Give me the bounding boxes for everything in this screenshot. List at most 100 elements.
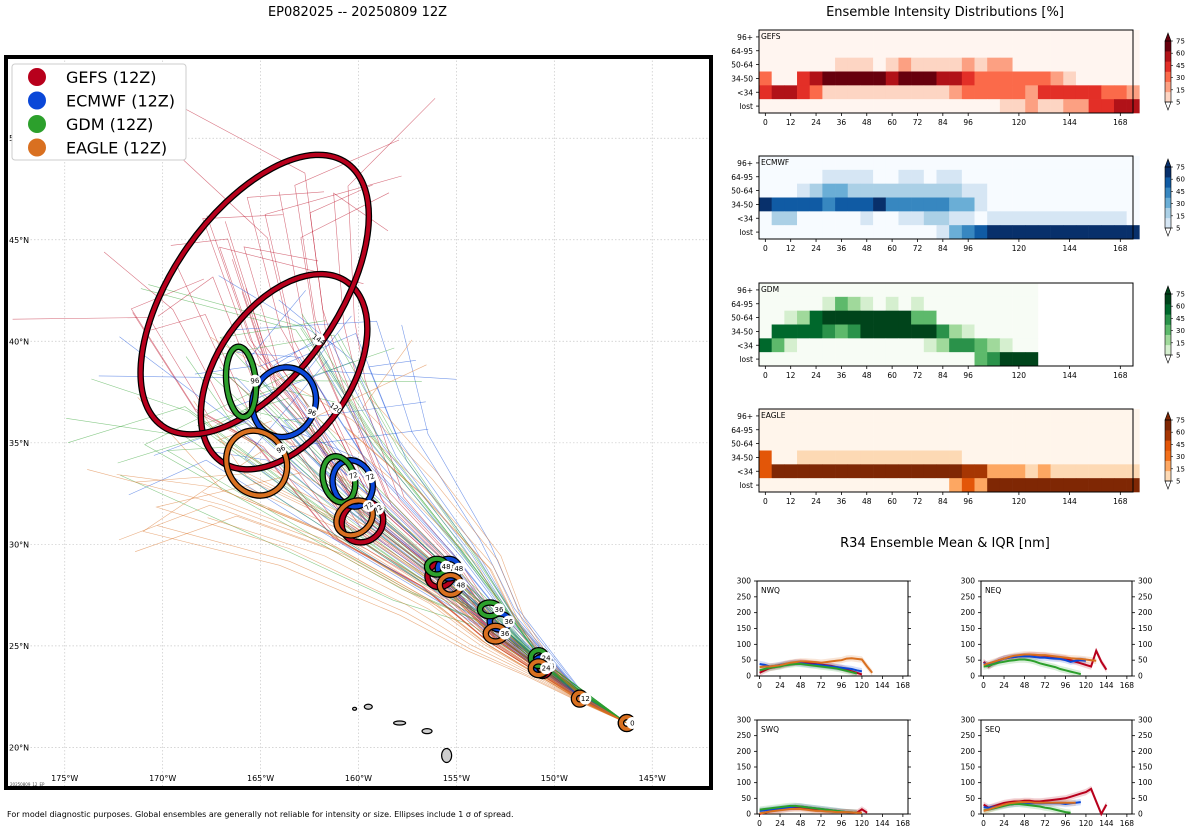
heatmap-cell bbox=[1113, 156, 1127, 171]
ensemble-track-eagle bbox=[207, 517, 627, 724]
map-lat-label: 30°N bbox=[9, 540, 29, 549]
intensity-title: Ensemble Intensity Distributions [%] bbox=[826, 5, 1064, 20]
heatmap-cell bbox=[860, 436, 874, 451]
heatmap-cell bbox=[1012, 296, 1026, 311]
heatmap-cell bbox=[759, 478, 772, 493]
heatmap-cell bbox=[885, 422, 899, 437]
heatmap-cell bbox=[797, 57, 811, 72]
colorbar-tick-label: 5 bbox=[1176, 478, 1180, 486]
heatmap-cell bbox=[1101, 464, 1115, 479]
heatmap-cell bbox=[936, 296, 950, 311]
heatmap-x-label: 12 bbox=[786, 118, 796, 127]
heatmap-cell bbox=[923, 464, 937, 479]
colorbar-tick-label: 75 bbox=[1176, 38, 1185, 46]
uncertainty-ellipse-eagle: 0 bbox=[617, 713, 639, 733]
heatmap-cell bbox=[898, 409, 912, 424]
heatmap-cell bbox=[784, 225, 798, 240]
map-lon-label: 170°W bbox=[149, 774, 176, 783]
heatmap-cell bbox=[822, 43, 836, 58]
heatmap-cell bbox=[822, 338, 836, 353]
heatmap-cell bbox=[999, 296, 1013, 311]
heatmap-cell bbox=[885, 211, 899, 226]
heatmap-cell bbox=[987, 352, 1001, 367]
heatmap-cell bbox=[835, 409, 849, 424]
heatmap-x-label: 72 bbox=[913, 371, 923, 380]
heatmap-cell bbox=[974, 324, 988, 339]
heatmap-cell bbox=[759, 71, 772, 86]
heatmap-cell bbox=[1088, 478, 1102, 493]
heatmap-cell bbox=[1101, 409, 1115, 424]
r34-y-label-left: 200 bbox=[737, 608, 752, 617]
heatmap-cell bbox=[809, 43, 823, 58]
heatmap-cell bbox=[923, 225, 937, 240]
heatmap-cell bbox=[923, 283, 937, 298]
heatmap-cell bbox=[1050, 225, 1064, 240]
heatmap-cell bbox=[1025, 478, 1039, 493]
heatmap-cell bbox=[847, 197, 861, 212]
heatmap-cell bbox=[860, 71, 874, 86]
heatmap-x-label: 168 bbox=[1113, 118, 1128, 127]
heatmap-cell bbox=[860, 43, 874, 58]
heatmap-cell bbox=[1012, 71, 1026, 86]
heatmap-cell bbox=[987, 57, 1001, 72]
heatmap-cell bbox=[923, 450, 937, 465]
heatmap-y-label: 34-50 bbox=[731, 74, 753, 83]
heatmap-cell bbox=[974, 57, 988, 72]
r34-y-label-left: 300 bbox=[737, 716, 752, 725]
heatmap-cell bbox=[949, 283, 963, 298]
heatmap-cell bbox=[1088, 409, 1102, 424]
heatmap-cell bbox=[784, 296, 798, 311]
heatmap-cell bbox=[936, 225, 950, 240]
heatmap-cell bbox=[1012, 197, 1026, 212]
heatmap-cell bbox=[873, 409, 887, 424]
heatmap-cell bbox=[809, 169, 823, 184]
heatmap-cell bbox=[974, 478, 988, 493]
heatmap-cell bbox=[999, 478, 1013, 493]
tau-label: 72 bbox=[365, 472, 376, 483]
heatmap-cell bbox=[961, 352, 975, 367]
r34-y-label-right: 100 bbox=[1138, 640, 1153, 649]
heatmap-x-label: 36 bbox=[837, 118, 847, 127]
heatmap-x-label: 12 bbox=[786, 371, 796, 380]
heatmap-cell bbox=[873, 310, 887, 325]
heatmap-cell bbox=[759, 338, 772, 353]
map-title: EP082025 -- 20250809 12Z bbox=[267, 5, 448, 20]
heatmap-cell bbox=[936, 43, 950, 58]
heatmap-cell bbox=[809, 225, 823, 240]
heatmap-cell bbox=[974, 85, 988, 100]
heatmap-cell bbox=[923, 211, 937, 226]
r34-y-label-right: 0 bbox=[1138, 672, 1143, 681]
heatmap-cell bbox=[961, 99, 975, 114]
heatmap-cell bbox=[1037, 71, 1051, 86]
heatmap-cell bbox=[999, 225, 1013, 240]
heatmap-cell bbox=[936, 99, 950, 114]
heatmap-cell bbox=[961, 156, 975, 171]
heatmap-cell bbox=[759, 464, 772, 479]
heatmap-cell bbox=[835, 352, 849, 367]
heatmap-cell bbox=[822, 225, 836, 240]
map-lon-label: 150°W bbox=[541, 774, 568, 783]
heatmap-cell bbox=[999, 324, 1013, 339]
heatmap-cell bbox=[961, 57, 975, 72]
map-lon-label: 175°W bbox=[51, 774, 78, 783]
heatmap-cell bbox=[885, 183, 899, 198]
heatmap-x-label: 60 bbox=[887, 244, 897, 253]
heatmap-cell bbox=[822, 71, 836, 86]
heatmap-cell bbox=[911, 99, 925, 114]
heatmap-cell bbox=[1088, 30, 1102, 45]
heatmap-cell bbox=[1050, 156, 1064, 171]
heatmap-cell bbox=[797, 211, 811, 226]
r34-x-label: 72 bbox=[816, 681, 826, 690]
heatmap-cell bbox=[847, 183, 861, 198]
heatmap-y-label: 96+ bbox=[737, 286, 753, 295]
colorbar-tick-label: 15 bbox=[1176, 339, 1185, 347]
heatmap-x-label: 0 bbox=[763, 497, 768, 506]
heatmap-cell bbox=[936, 156, 950, 171]
heatmap-cell bbox=[784, 183, 798, 198]
r34-x-label: 168 bbox=[1120, 819, 1135, 828]
heatmap-cell bbox=[860, 57, 874, 72]
colorbar-tick-label: 5 bbox=[1176, 99, 1180, 107]
r34-x-label: 24 bbox=[999, 681, 1009, 690]
heatmap-y-label: 50-64 bbox=[731, 61, 753, 70]
